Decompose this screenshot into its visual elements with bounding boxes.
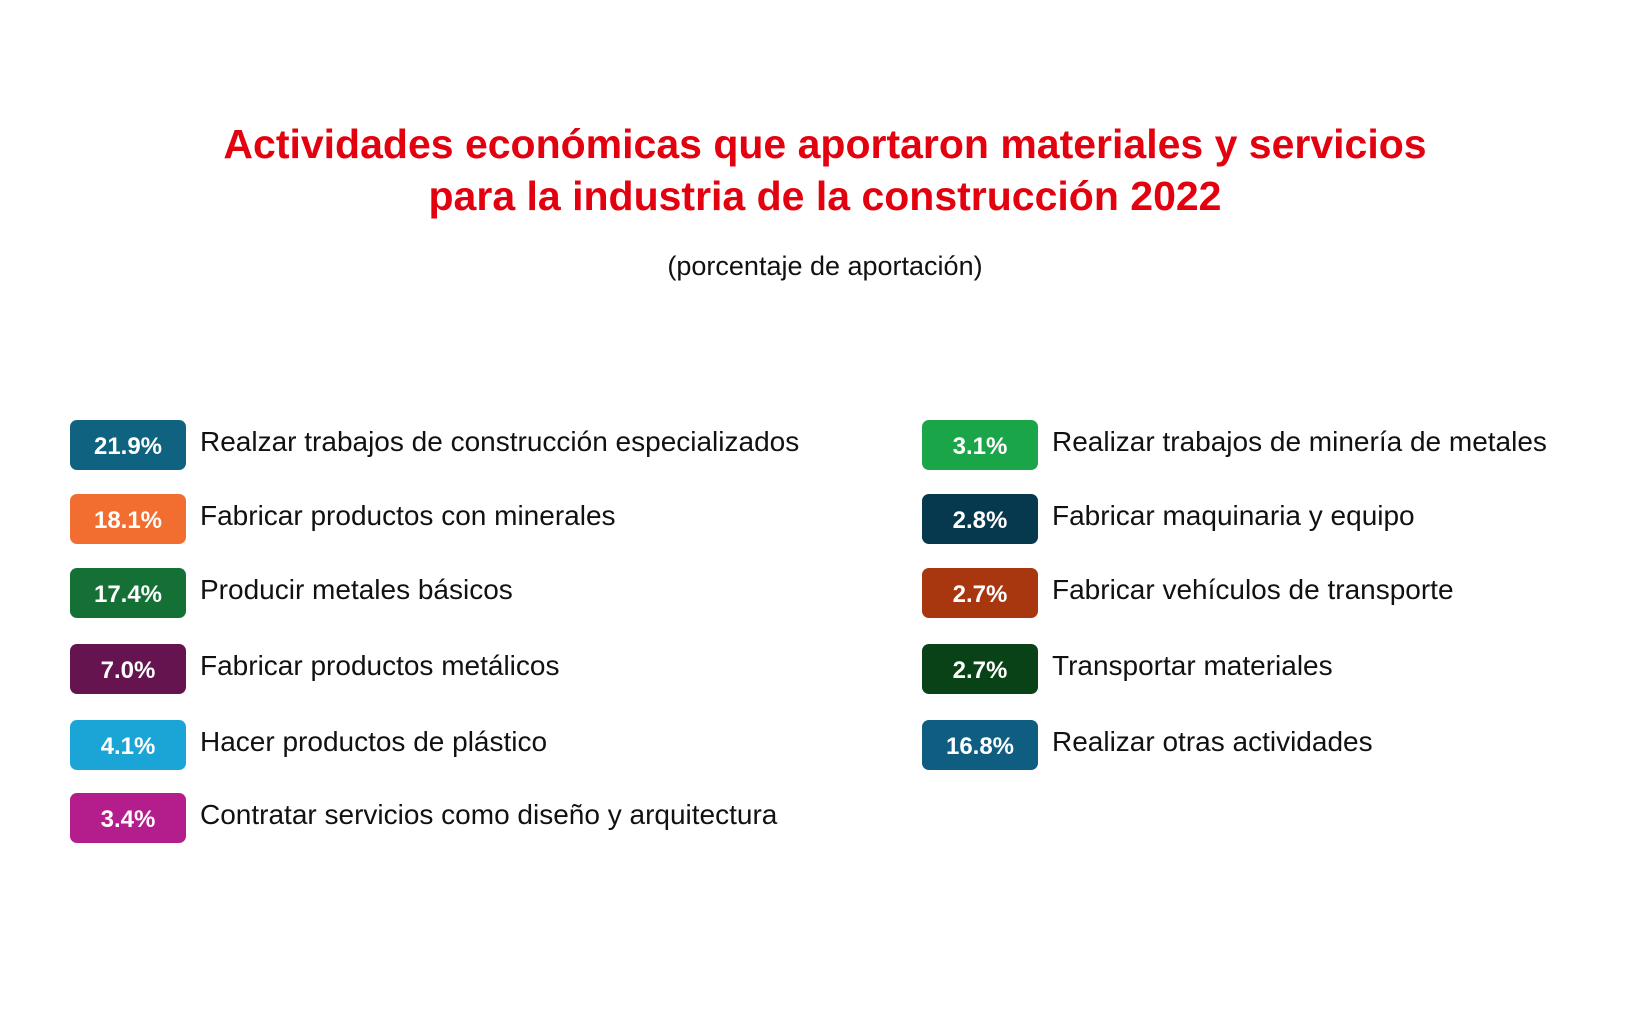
activity-label: Transportar materiales [1052,650,1333,681]
value-badge: 18.1% [70,494,186,544]
value-badge: 17.4% [70,568,186,618]
legend-item: 2.8% Fabricar maquinaria y equipo [922,494,1415,544]
activity-label: Realzar trabajos de construcción especia… [200,426,800,457]
value-badge: 3.1% [922,420,1038,470]
legend-item: 3.1% Realizar trabajos de minería de meta… [922,420,1547,470]
value-badge: 3.4% [70,793,186,843]
legend-item: 18.1% Fabricar productos con minerales [70,494,616,544]
activity-label: Producir metales básicos [200,574,513,605]
legend-item: 3.4% Contratar servicios como diseño y ar… [70,793,777,843]
chart-title: Actividades económicas que aportaron mat… [0,118,1650,222]
legend-item: 16.8% Realizar otras actividades [922,720,1373,770]
legend-item: 7.0% Fabricar productos metálicos [70,644,559,694]
legend-item: 2.7% Fabricar vehículos de transporte [922,568,1454,618]
value-badge: 21.9% [70,420,186,470]
chart-title-line-2: para la industria de la construcción 202… [428,173,1222,219]
activity-label: Fabricar vehículos de transporte [1052,574,1454,605]
activity-label: Fabricar productos con minerales [200,500,616,531]
activity-label: Hacer productos de plástico [200,726,548,757]
value-badge: 7.0% [70,644,186,694]
activity-label: Realizar otras actividades [1052,726,1373,757]
value-badge: 16.8% [922,720,1038,770]
chart-title-line-1: Actividades económicas que aportaron mat… [223,121,1427,167]
activity-label: Realizar trabajos de minería de metales [1052,426,1547,457]
legend-item: 21.9% Realzar trabajos de construcción es… [70,420,799,470]
activity-label: Fabricar productos metálicos [200,650,560,681]
activity-label: Contratar servicios como diseño y arquit… [200,799,778,830]
value-badge: 4.1% [70,720,186,770]
legend-item: 4.1% Hacer productos de plástico [70,720,547,770]
value-badge: 2.8% [922,494,1038,544]
chart-subtitle: (porcentaje de aportación) [667,251,983,281]
legend-item: 2.7% Transportar materiales [922,644,1333,694]
value-badge: 2.7% [922,644,1038,694]
value-badge: 2.7% [922,568,1038,618]
legend-item: 17.4% Producir metales básicos [70,568,513,618]
activity-label: Fabricar maquinaria y equipo [1052,500,1415,531]
